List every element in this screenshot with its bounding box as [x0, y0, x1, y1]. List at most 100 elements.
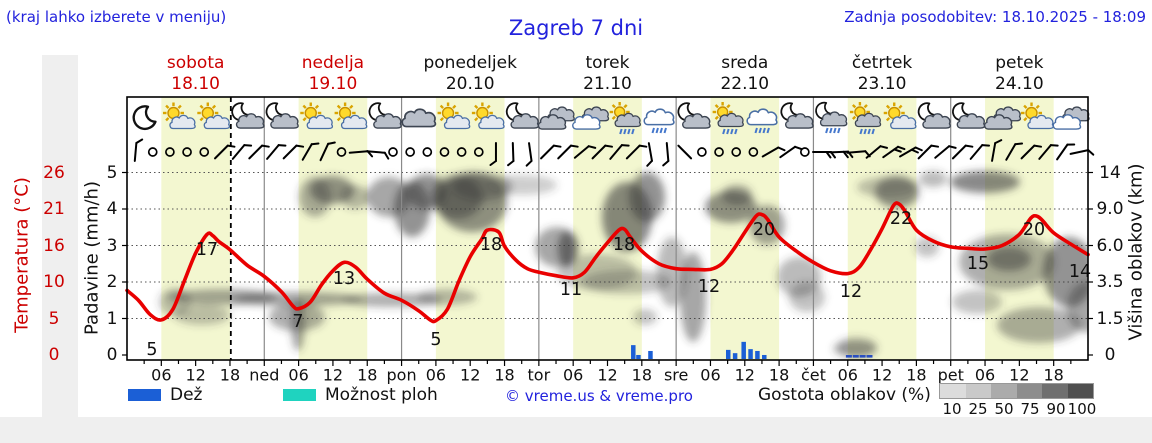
weather-icon-moon-cloud — [368, 102, 402, 129]
x-hour-label: 18 — [494, 365, 515, 385]
wind-barb-icon — [557, 144, 579, 160]
day-date: 22.10 — [720, 74, 770, 94]
wind-barb-icon — [1020, 144, 1043, 160]
x-hour-label: 18 — [219, 365, 241, 385]
density-swatch — [991, 384, 1017, 398]
x-hour-label: 18 — [768, 365, 790, 385]
wind-calm-icon — [147, 147, 158, 157]
temp-point-label: 18 — [480, 235, 502, 255]
day-date: 21.10 — [583, 74, 632, 94]
wind-calm-icon — [182, 147, 192, 157]
day-name: nedelja — [301, 53, 365, 73]
temp-point-label: 20 — [1023, 220, 1045, 240]
wind-barb-icon — [525, 142, 533, 167]
day-name: torek — [585, 53, 630, 73]
wind-calm-icon — [422, 147, 433, 157]
rain-bar — [755, 350, 760, 359]
weather-icon-sun-cloud — [300, 102, 334, 130]
wind-calm-icon — [731, 147, 742, 157]
shower-dash — [852, 355, 859, 358]
wind-barb-icon — [1056, 143, 1076, 161]
x-hour-label: 18 — [357, 365, 378, 385]
weather-icon-moon — [132, 105, 157, 131]
wind-barb-icon — [540, 144, 562, 160]
temp-tick: 16 — [43, 235, 65, 256]
wind-barb-icon — [573, 145, 597, 159]
rain-bar — [648, 350, 653, 359]
x-hour-label: 18 — [631, 365, 652, 385]
precip-axis-title: Padavine (mm/h) — [81, 181, 103, 335]
wind-barb-icon — [507, 142, 515, 167]
density-tick: 75 — [1020, 400, 1040, 418]
wind-barb-icon — [214, 144, 236, 160]
x-day-label: ned — [249, 365, 280, 385]
copyright-link[interactable]: © vreme.us & vreme.pro — [505, 387, 693, 405]
temp-point-label: 22 — [890, 209, 912, 229]
x-day-label: pet — [937, 365, 964, 385]
weather-icon-moon-cloud — [677, 102, 711, 129]
day-name: sreda — [721, 53, 769, 73]
wind-barb-icon — [882, 145, 906, 159]
x-hour-label: 06 — [837, 365, 858, 385]
rain-bar — [732, 353, 738, 359]
temperature-axis-title: Temperatura (°C) — [11, 177, 33, 333]
weather-icon-clouds — [983, 106, 1022, 130]
weather-icon-clouds-white — [1052, 106, 1090, 130]
day-date: 23.10 — [857, 74, 907, 94]
wind-calm-icon — [439, 147, 450, 157]
wind-barb-icon — [1038, 144, 1059, 160]
wind-barb-icon — [609, 144, 630, 160]
weather-icon-clouds — [537, 106, 575, 130]
wind-calm-icon — [405, 147, 416, 157]
weather-icon-moon-cloud-drizzle — [815, 101, 848, 134]
density-swatch — [1042, 384, 1068, 398]
wind-barb-icon — [489, 142, 497, 166]
x-hour-label: 18 — [906, 365, 927, 385]
x-day-label: tor — [527, 365, 551, 385]
precip-tick: 2 — [106, 272, 118, 292]
wind-barb-icon — [991, 139, 1003, 162]
x-day-label: sre — [663, 365, 689, 385]
density-swatch — [1016, 384, 1042, 398]
temp-point-label: 11 — [560, 280, 582, 300]
wind-calm-icon — [336, 147, 347, 157]
x-hour-label: 06 — [288, 365, 309, 385]
wind-barb-icon — [677, 144, 693, 160]
rain-bar — [636, 354, 641, 359]
rain-bar — [741, 341, 746, 359]
precip-tick: 5 — [106, 162, 118, 183]
weather-icon-moon-cloud — [780, 102, 814, 129]
precip-tick: 1 — [106, 308, 118, 329]
wind-calm-icon — [165, 147, 175, 157]
wind-calm-icon — [199, 147, 210, 157]
wind-barb-icon — [662, 142, 670, 167]
weather-icon-moon-cloud — [952, 102, 986, 129]
wind-barb-icon — [301, 142, 320, 161]
left-gray-strip — [42, 55, 78, 417]
cloud-height-tick: 14 — [1099, 162, 1121, 183]
weather-icon-sun-cloud-drizzle — [712, 102, 744, 135]
wind-barb-icon — [282, 144, 305, 160]
temp-tick: 5 — [48, 308, 60, 329]
shower-dash — [859, 355, 866, 358]
temp-point-label: 20 — [753, 220, 775, 240]
cloud-height-tick: 6.0 — [1096, 235, 1124, 256]
temp-point-label: 14 — [1069, 262, 1091, 282]
rain-bar — [762, 354, 767, 359]
weather-icon-sun-cloud — [197, 102, 231, 130]
temp-point-label: 7 — [292, 312, 303, 332]
density-swatch — [940, 384, 966, 398]
weather-icon-moon-cloud — [231, 102, 265, 129]
x-hour-label: 12 — [322, 365, 344, 385]
wind-calm-icon — [714, 147, 724, 157]
rain-legend-label: Dež — [170, 385, 203, 405]
weather-icon-cloud-drizzle — [746, 108, 778, 134]
day-name: petek — [995, 53, 1044, 73]
temperature-curve — [125, 201, 1090, 324]
temp-tick: 10 — [43, 272, 65, 292]
meteogram-plot: 5 17 7 13 5 18 11 18 12 20 12 22 15 20 14 — [122, 96, 1095, 366]
wind-barb-icon — [266, 144, 287, 160]
rain-legend-swatch — [128, 389, 161, 401]
rain-bar — [748, 349, 753, 359]
